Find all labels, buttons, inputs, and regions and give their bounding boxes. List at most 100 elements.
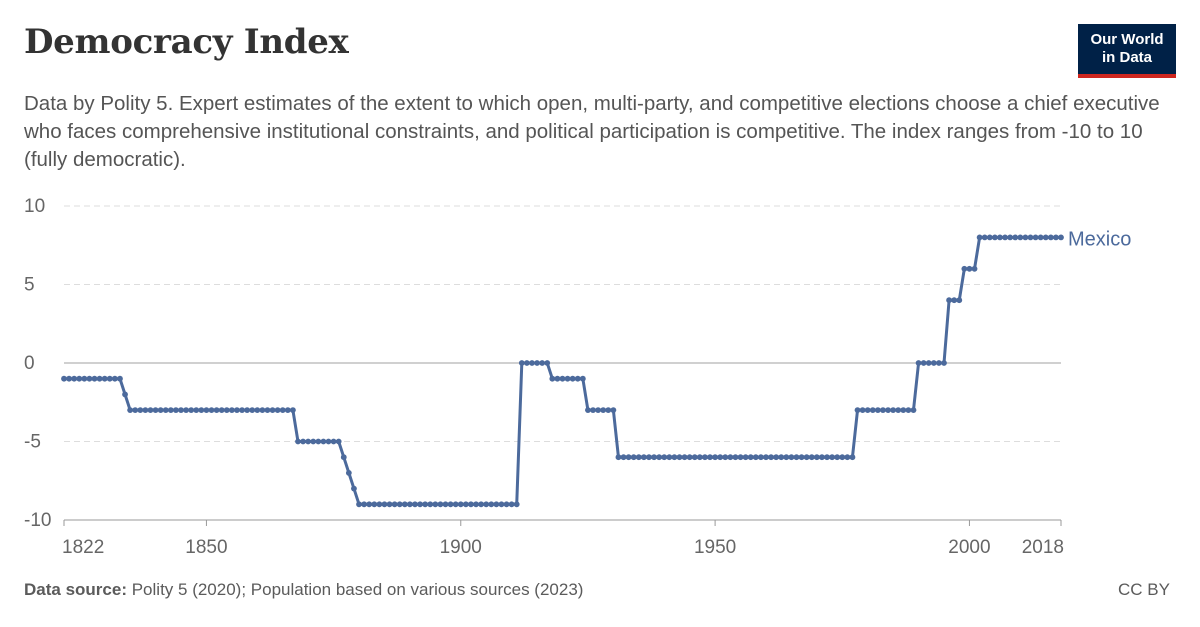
data-point — [620, 454, 627, 461]
data-point — [534, 360, 540, 366]
data-point — [610, 407, 617, 413]
data-point — [915, 360, 922, 366]
y-tick-label: -10 — [24, 510, 51, 531]
license-link[interactable]: CC BY — [1118, 580, 1170, 599]
data-point — [640, 454, 647, 461]
data-point — [742, 454, 749, 461]
data-point — [951, 297, 958, 304]
data-point — [1058, 234, 1064, 241]
data-point — [686, 454, 693, 461]
data-point — [869, 407, 876, 413]
data-point — [295, 438, 301, 445]
data-point — [462, 501, 469, 508]
data-point — [493, 501, 500, 508]
data-point — [361, 501, 368, 508]
data-point — [1032, 234, 1039, 241]
data-point — [249, 407, 256, 413]
data-point — [188, 407, 195, 413]
data-point — [1007, 234, 1014, 241]
data-point — [946, 297, 952, 304]
data-source-text[interactable]: Polity 5 (2020); Population based on var… — [131, 580, 584, 599]
data-point — [798, 454, 805, 461]
x-tick-label: 1850 — [185, 537, 227, 558]
data-point — [727, 454, 734, 461]
data-point — [585, 407, 591, 413]
data-point — [539, 360, 546, 366]
data-point — [849, 454, 856, 461]
data-point — [763, 454, 769, 461]
data-point — [829, 454, 835, 461]
data-point — [127, 407, 134, 413]
data-point — [208, 407, 215, 413]
data-point — [305, 438, 312, 445]
data-point — [315, 438, 322, 445]
data-point — [991, 234, 998, 241]
data-point — [483, 501, 490, 508]
chart-title: Democracy Index — [24, 22, 349, 62]
data-point — [478, 501, 485, 508]
data-point — [651, 454, 657, 461]
data-point — [203, 407, 210, 413]
data-point — [310, 438, 317, 445]
data-point — [707, 454, 713, 461]
data-point — [600, 407, 607, 413]
data-point — [513, 501, 520, 508]
data-point — [81, 375, 88, 382]
data-point — [330, 438, 337, 445]
data-point — [1047, 234, 1054, 241]
data-point — [696, 454, 703, 461]
series-label-mexico: Mexico — [1068, 228, 1131, 250]
data-point — [813, 454, 820, 461]
data-point — [905, 407, 912, 413]
data-point — [193, 407, 200, 413]
x-tick-label: 1900 — [440, 537, 482, 558]
data-point — [671, 454, 678, 461]
data-point — [635, 454, 642, 461]
data-point — [569, 375, 576, 382]
data-point — [157, 407, 164, 413]
y-tick-label: 10 — [24, 196, 45, 217]
data-point — [468, 501, 474, 508]
data-point — [1022, 234, 1029, 241]
owid-logo[interactable]: Our World in Data — [1078, 24, 1176, 78]
data-point — [366, 501, 373, 508]
data-point — [508, 501, 515, 508]
data-point — [549, 375, 556, 382]
data-point — [824, 454, 830, 461]
data-point — [752, 454, 759, 461]
data-point — [564, 375, 571, 382]
data-point — [615, 454, 622, 461]
data-point — [874, 407, 881, 413]
data-point — [595, 407, 602, 413]
data-point — [900, 407, 907, 413]
data-point — [971, 265, 978, 272]
x-tick-label: 1822 — [62, 537, 104, 558]
data-point — [930, 360, 937, 366]
data-point — [239, 407, 245, 413]
data-point — [447, 501, 454, 508]
data-point — [254, 407, 261, 413]
data-point — [284, 407, 291, 413]
data-point — [274, 407, 281, 413]
data-point — [646, 454, 652, 461]
data-point — [498, 501, 505, 508]
data-point — [183, 407, 189, 413]
data-point — [406, 501, 413, 508]
data-point — [101, 375, 108, 382]
data-point — [625, 454, 632, 461]
data-point — [147, 407, 154, 413]
data-point — [956, 297, 963, 304]
data-point — [702, 454, 708, 461]
data-point — [473, 501, 479, 508]
data-point — [167, 407, 174, 413]
data-point — [788, 454, 795, 461]
data-point — [885, 407, 891, 413]
data-point — [340, 454, 347, 461]
data-point — [961, 265, 968, 272]
data-point — [96, 375, 103, 382]
data-point — [768, 454, 774, 461]
data-point — [488, 501, 495, 508]
data-point — [234, 407, 240, 413]
data-point — [936, 360, 942, 366]
